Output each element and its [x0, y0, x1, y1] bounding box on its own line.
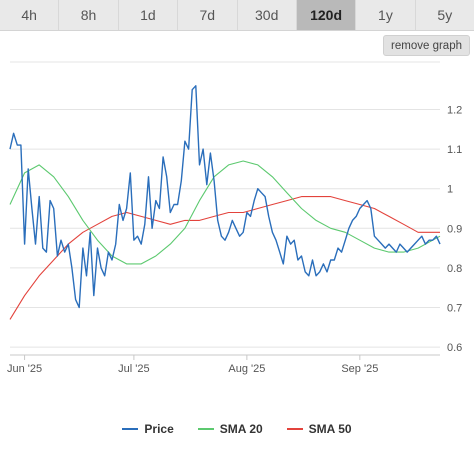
- series-line-price: [9, 85, 441, 309]
- y-tick-label: 1: [447, 184, 453, 196]
- series-line-sma20: [9, 160, 441, 265]
- y-tick-label: 0.9: [447, 223, 462, 235]
- legend-item-price[interactable]: Price: [122, 422, 174, 436]
- legend-label-sma50: SMA 50: [308, 422, 352, 436]
- tab-8h[interactable]: 8h: [59, 0, 119, 30]
- tab-1y[interactable]: 1y: [356, 0, 416, 30]
- legend-item-sma20[interactable]: SMA 20: [197, 422, 263, 436]
- legend-swatch-price: [122, 428, 139, 430]
- x-tick-label: Sep '25: [341, 363, 378, 375]
- y-tick-label: 1.1: [447, 144, 462, 156]
- y-tick-label: 1.2: [447, 105, 462, 117]
- remove-graph-button[interactable]: remove graph: [383, 35, 470, 56]
- tab-30d[interactable]: 30d: [237, 0, 297, 30]
- legend-swatch-sma50: [286, 428, 303, 430]
- legend-label-sma20: SMA 20: [219, 422, 263, 436]
- legend-label-price: Price: [144, 422, 174, 436]
- legend-item-sma50[interactable]: SMA 50: [286, 422, 352, 436]
- x-tick-label: Aug '25: [228, 363, 265, 375]
- legend-swatch-sma20: [197, 428, 214, 430]
- x-tick-label: Jul '25: [118, 363, 149, 375]
- y-tick-label: 0.6: [447, 342, 462, 354]
- tab-5y[interactable]: 5y: [415, 0, 474, 30]
- series-line-sma50: [9, 196, 440, 320]
- tab-4h[interactable]: 4h: [0, 0, 60, 30]
- tab-120d[interactable]: 120d: [296, 0, 357, 30]
- x-tick-label: Jun '25: [7, 363, 42, 375]
- y-tick-label: 0.7: [447, 302, 462, 314]
- chart-legend: Price SMA 20 SMA 50: [0, 420, 474, 438]
- timeframe-tabs: 4h 8h 1d 7d 30d 120d 1y 5y: [0, 0, 474, 31]
- tab-1d[interactable]: 1d: [118, 0, 179, 30]
- tab-7d[interactable]: 7d: [178, 0, 238, 30]
- y-tick-label: 0.8: [447, 263, 462, 275]
